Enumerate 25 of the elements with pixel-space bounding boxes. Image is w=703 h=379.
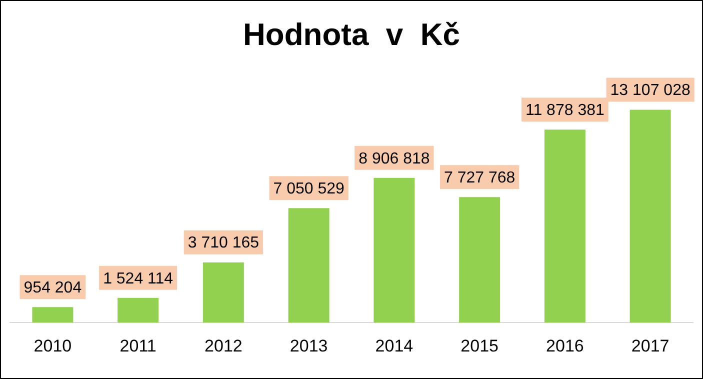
data-label: 3 710 165 [188, 234, 260, 252]
bar [630, 110, 671, 323]
x-tick-label: 2017 [631, 336, 670, 356]
data-label: 11 878 381 [525, 102, 604, 120]
bar [202, 262, 244, 323]
bar [459, 197, 500, 323]
chart-title: Hodnota v Kč [242, 17, 460, 52]
x-tick-label: 2016 [546, 336, 584, 356]
x-tick-label: 2014 [375, 336, 414, 356]
bar [288, 208, 330, 323]
data-label: 7 727 768 [444, 169, 516, 186]
bar [118, 298, 159, 323]
bar [374, 178, 415, 323]
x-tick-label: 2012 [204, 336, 242, 356]
x-tick-label: 2015 [460, 336, 498, 356]
bar [544, 130, 586, 323]
data-label: 7 050 529 [273, 180, 344, 198]
data-label: 1 524 114 [103, 270, 174, 288]
x-tick-label: 2010 [34, 336, 72, 356]
bar [32, 307, 74, 323]
data-label: 8 906 818 [358, 150, 430, 168]
data-label: 954 204 [24, 280, 82, 297]
data-label: 13 107 028 [610, 82, 690, 100]
x-tick-label: 2013 [290, 336, 328, 356]
x-tick-label: 2011 [120, 336, 156, 356]
